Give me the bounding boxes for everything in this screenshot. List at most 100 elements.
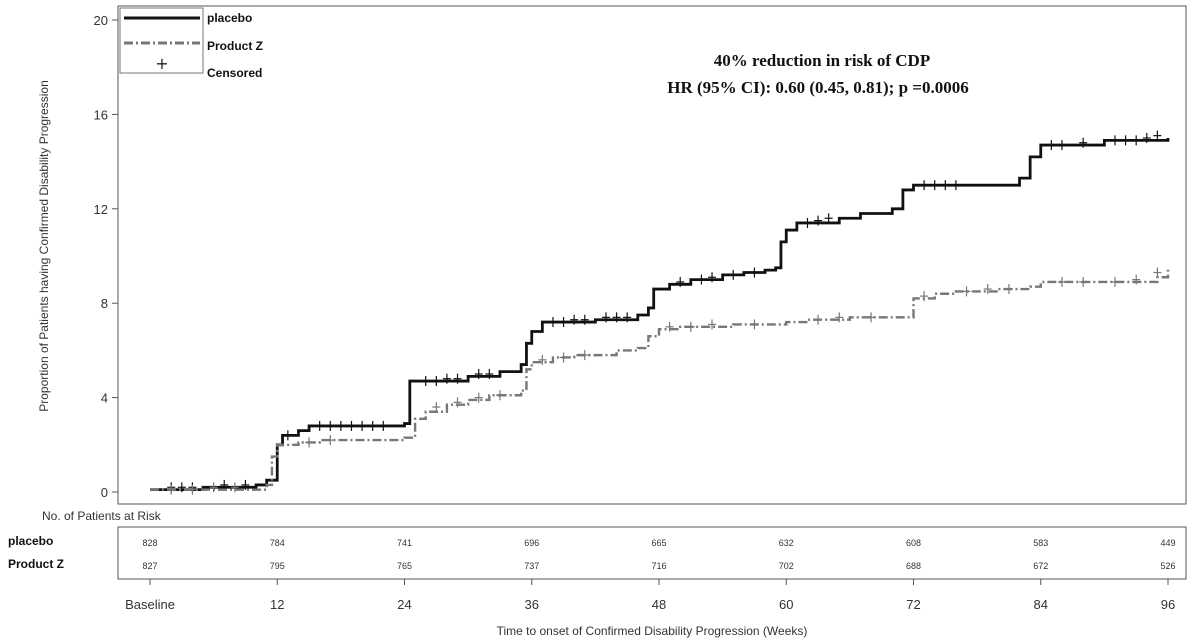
- risk-value: 526: [1160, 561, 1175, 571]
- censored-mark-placebo: [1153, 130, 1162, 141]
- censored-mark-placebo: [930, 180, 939, 191]
- censored-mark-placebo: [453, 373, 462, 384]
- censored-mark-placebo: [920, 180, 929, 191]
- censored-mark-product-z: [983, 284, 992, 295]
- risk-value: 449: [1160, 538, 1175, 548]
- risk-table-values: 828 784 741 696 665 632 608 583 449 827 795 765 737 7…: [142, 538, 1175, 571]
- y-tick-label: 16: [94, 107, 108, 122]
- censored-mark-product-z: [1057, 276, 1066, 287]
- series-layer: [150, 130, 1170, 495]
- censored-mark-placebo: [368, 420, 377, 431]
- censored-mark-product-z: [686, 321, 695, 332]
- censored-mark-placebo: [442, 373, 451, 384]
- risk-value: 702: [779, 561, 794, 571]
- series-line-placebo: [150, 138, 1170, 492]
- censored-mark-product-z: [708, 319, 717, 330]
- censored-mark-product-z: [580, 350, 589, 361]
- risk-value: 828: [142, 538, 157, 548]
- censored-mark-placebo: [177, 482, 186, 493]
- censored-mark-placebo: [729, 269, 738, 280]
- censored-mark-placebo: [941, 180, 950, 191]
- censored-mark-placebo: [1132, 135, 1141, 146]
- censored-mark-product-z: [209, 482, 218, 493]
- risk-value: 741: [397, 538, 412, 548]
- censored-mark-product-z: [326, 435, 335, 446]
- censored-mark-placebo: [421, 376, 430, 387]
- censored-mark-placebo: [283, 430, 292, 441]
- censored-mark-placebo: [1079, 137, 1088, 148]
- x-tick-label: 72: [906, 597, 920, 612]
- y-tick-label: 4: [101, 391, 108, 406]
- censored-mark-product-z: [230, 482, 239, 493]
- risk-value: 827: [142, 561, 157, 571]
- censored-mark-placebo: [676, 276, 685, 287]
- censored-mark-placebo: [559, 317, 568, 328]
- censored-mark-placebo: [347, 420, 356, 431]
- censored-mark-product-z: [453, 397, 462, 408]
- risk-value: 665: [651, 538, 666, 548]
- y-tick-label: 12: [94, 202, 108, 217]
- y-tick-label: 8: [101, 296, 108, 311]
- censored-mark-product-z: [962, 286, 971, 297]
- censored-mark-placebo: [580, 314, 589, 325]
- y-axis-title: Proportion of Patients having Confirmed …: [37, 80, 51, 412]
- censored-mark-placebo: [1047, 140, 1056, 151]
- censored-mark-placebo: [1121, 135, 1130, 146]
- censored-mark-product-z: [1132, 274, 1141, 285]
- censored-mark-product-z: [305, 437, 314, 448]
- y-axis: 0 4 8 12 16 20: [94, 13, 118, 500]
- censored-mark-placebo: [336, 420, 345, 431]
- censored-mark-product-z: [188, 484, 197, 495]
- censored-mark-product-z: [1110, 276, 1119, 287]
- x-tick-label: 96: [1161, 597, 1175, 612]
- x-axis: Baseline 12 24 36 48 60 72 84 96: [125, 579, 1175, 612]
- plot-frame: [117, 5, 1187, 505]
- risk-value: 672: [1033, 561, 1048, 571]
- risk-row-label-product-z: Product Z: [8, 557, 64, 571]
- censored-mark-placebo: [750, 267, 759, 278]
- risk-value: 632: [779, 538, 794, 548]
- legend-placebo-label: placebo: [207, 11, 252, 25]
- censored-mark-product-z: [495, 390, 504, 401]
- x-tick-label: 60: [779, 597, 793, 612]
- x-tick-label: Baseline: [125, 597, 175, 612]
- censored-mark-product-z: [750, 319, 759, 330]
- risk-value: 784: [270, 538, 285, 548]
- risk-row-label-placebo: placebo: [8, 534, 53, 548]
- censored-mark-product-z: [1004, 284, 1013, 295]
- risk-value: 737: [524, 561, 539, 571]
- censored-mark-product-z: [559, 352, 568, 363]
- censored-mark-product-z: [1153, 267, 1162, 278]
- censored-mark-placebo: [379, 420, 388, 431]
- legend-censored-label: Censored: [207, 66, 262, 80]
- legend-censored-symbol: +: [155, 54, 168, 73]
- censored-mark-placebo: [951, 180, 960, 191]
- series-line-product-z: [150, 267, 1170, 491]
- censored-mark-placebo: [570, 314, 579, 325]
- censored-mark-product-z: [920, 291, 929, 302]
- x-tick-label: 48: [652, 597, 666, 612]
- x-tick-label: 84: [1034, 597, 1048, 612]
- x-tick-label: 12: [270, 597, 284, 612]
- risk-value: 765: [397, 561, 412, 571]
- censored-mark-placebo: [326, 420, 335, 431]
- censored-mark-product-z: [167, 484, 176, 495]
- censored-mark-placebo: [708, 272, 717, 283]
- censored-mark-product-z: [538, 354, 547, 365]
- risk-value: 608: [906, 538, 921, 548]
- censored-mark-product-z: [432, 402, 441, 413]
- risk-value: 716: [651, 561, 666, 571]
- censored-mark-product-z: [474, 392, 483, 403]
- risk-table-frame: [117, 526, 1187, 580]
- censored-mark-placebo: [220, 479, 229, 490]
- censored-mark-placebo: [315, 420, 324, 431]
- censored-mark-placebo: [241, 479, 250, 490]
- censored-mark-placebo: [358, 420, 367, 431]
- censored-mark-placebo: [1142, 133, 1151, 143]
- legend-product-z-label: Product Z: [207, 39, 263, 53]
- annotation-line-2: HR (95% CI): 0.60 (0.45, 0.81); p =0.000…: [667, 78, 969, 97]
- risk-value: 696: [524, 538, 539, 548]
- censored-mark-placebo: [814, 215, 823, 226]
- risk-table-header: No. of Patients at Risk: [42, 509, 162, 523]
- censored-mark-placebo: [697, 274, 706, 285]
